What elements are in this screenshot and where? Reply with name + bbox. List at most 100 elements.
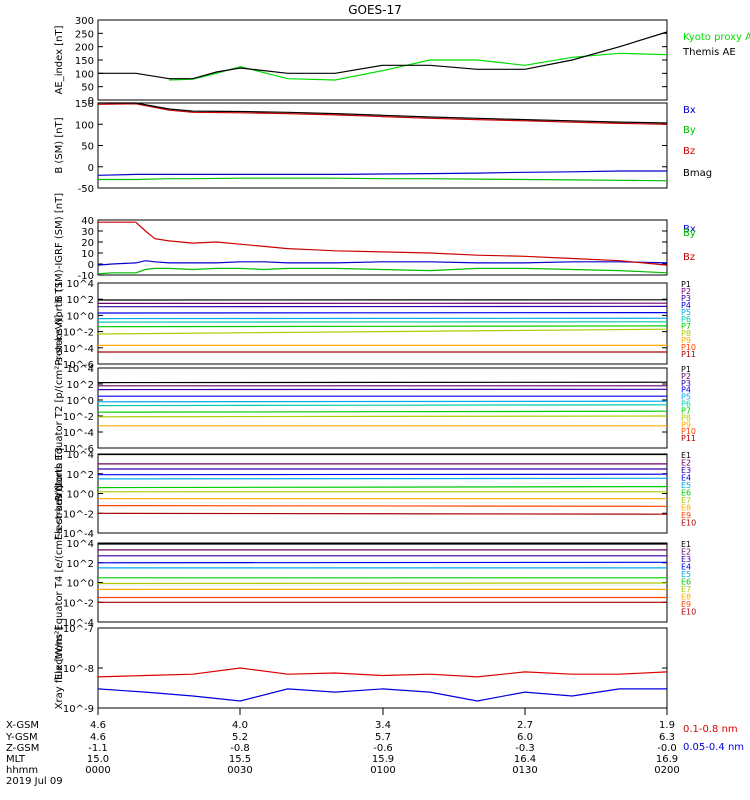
panel-frame: [97, 453, 668, 534]
series-line: [97, 400, 668, 403]
legend-entry: P1: [681, 365, 691, 374]
legend-entry: P3: [681, 294, 691, 303]
legend-entry: E4: [681, 474, 691, 483]
y-tick-label: 10^-2: [63, 412, 94, 423]
series-line: [97, 486, 668, 489]
legend-entry: E3: [681, 555, 691, 564]
y-tick-label: 10^0: [67, 579, 94, 590]
footer-value: 6.3: [659, 732, 675, 743]
legend-entry: P10: [681, 427, 696, 436]
legend-entry: E6: [681, 489, 691, 498]
y-tick-label: 10^2: [67, 470, 94, 481]
y-tick-label: 10^-9: [63, 704, 94, 715]
panel-frame: [97, 367, 668, 449]
legend-entry: P8: [681, 329, 691, 338]
y-tick-label: 30: [81, 227, 94, 238]
series-line: [97, 512, 668, 515]
series-line: [169, 52, 668, 81]
legend-entry: P6: [681, 400, 691, 409]
y-tick-label: 250: [75, 29, 94, 40]
footer-value: -0.8: [230, 743, 250, 754]
legend-entry: 0.05-0.4 nm: [683, 742, 744, 753]
y-axis-label: Electrons North T3: [54, 447, 65, 540]
legend-entry: E5: [681, 481, 691, 490]
legend-entry: E7: [681, 585, 691, 594]
legend-entry: P8: [681, 413, 691, 422]
legend-entry: P2: [681, 287, 691, 296]
y-tick-label: 20: [81, 238, 94, 249]
footer-value: 15.5: [229, 754, 251, 765]
y-tick-label: 10^-4: [63, 618, 94, 629]
legend-entry: Themis AE: [682, 47, 736, 58]
legend-entry: Kyoto proxy AE: [683, 32, 750, 43]
legend-entry: P1: [681, 280, 691, 289]
legend-entry: E10: [681, 519, 696, 528]
y-tick-label: 10^-6: [63, 360, 94, 371]
legend-entry: 0.1-0.8 nm: [683, 724, 738, 735]
y-tick-label: 10^-7: [63, 624, 94, 635]
legend-entry: E3: [681, 466, 691, 475]
legend-entry: P2: [681, 372, 691, 381]
footer-value: -1.1: [88, 743, 108, 754]
y-tick-label: 10^2: [67, 559, 94, 570]
y-tick-label: 150: [75, 99, 94, 110]
y-tick-label: 10^4: [67, 364, 94, 375]
y-tick-label: -50: [78, 184, 94, 195]
series-line: [97, 667, 668, 678]
y-tick-label: 300: [75, 16, 94, 27]
y-tick-label: 10^0: [67, 311, 94, 322]
footer-value: -0.3: [515, 743, 535, 754]
series-line: [98, 31, 668, 80]
panel-frame: [97, 282, 668, 365]
series-line: [97, 688, 667, 702]
footer-value: 6.0: [517, 732, 533, 743]
y-tick-label: 0: [88, 163, 94, 174]
panel-1: 0 50 100 150 200 250 300 AE_index [nT] Kyoto pro…: [54, 16, 750, 107]
y-tick-label: 100: [75, 69, 94, 80]
series-line: [97, 582, 668, 585]
footer-value: 0000: [85, 765, 110, 776]
y-axis-label: Xray flux [W/m²]: [54, 627, 65, 710]
panel-2: -50 0 50 100 150 B (SM) [nT] Bx By Bz Bmag: [54, 99, 712, 195]
y-tick-label: 10^0: [67, 396, 94, 407]
y-axis-label: B (SM) [nT]: [54, 117, 65, 173]
footer-value: 0130: [512, 765, 537, 776]
series-line: [97, 170, 667, 176]
footer-value: 5.2: [232, 732, 248, 743]
legend-entry: P5: [681, 308, 691, 317]
panel-frame: [97, 627, 668, 709]
legend-entry: E1: [681, 451, 691, 460]
y-tick-label: 10^-6: [63, 444, 94, 455]
legend-entry: E9: [681, 511, 691, 520]
series-line: [98, 221, 668, 266]
legend-entry: P9: [681, 336, 691, 345]
series-line: [97, 103, 668, 125]
y-tick-label: 10^-4: [63, 529, 94, 540]
footer-value: 16.9: [656, 754, 678, 765]
footer-value: -0.6: [373, 743, 393, 754]
series-line: [97, 415, 668, 418]
y-tick-label: 10^0: [67, 490, 94, 501]
y-axis-label: Protons North T1: [54, 281, 65, 365]
series-line: [97, 410, 668, 413]
footer-value: 0100: [370, 765, 395, 776]
legend-entry: E8: [681, 593, 691, 602]
series-line: [97, 267, 668, 275]
series-line: [98, 177, 668, 182]
y-axis-label: Electrons Equator T4 [e/(cm²-s-sr-keV)]: [54, 485, 65, 680]
footer-value: 3.4: [375, 720, 391, 731]
footer-value: 0030: [227, 765, 252, 776]
y-tick-label: 10^-2: [63, 328, 94, 339]
y-axis-label: Protons Equator T2 [p/(cm²-s-sr-keV)]: [54, 315, 65, 502]
footer-value: 16.4: [514, 754, 536, 765]
y-tick-label: 0: [88, 96, 94, 107]
legend-entry: Bx: [683, 224, 696, 235]
y-axis-label: B (SM)-IGRF (SM) [nT]: [54, 193, 65, 302]
legend-entry: E8: [681, 504, 691, 513]
footer-row-label: Y-GSM: [5, 732, 38, 743]
